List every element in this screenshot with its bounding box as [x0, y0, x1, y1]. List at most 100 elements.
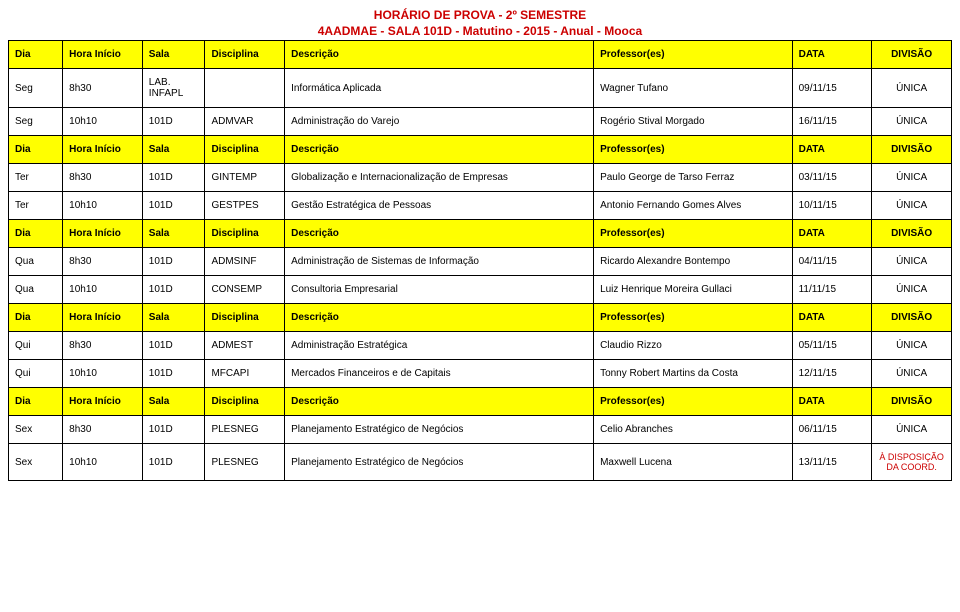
cell-desc: Globalização e Internacionalização de Em… — [285, 164, 594, 192]
cell-sala: LAB. INFAPL — [142, 69, 205, 108]
header-desc: Descrição — [285, 304, 594, 332]
cell-hora: 10h10 — [63, 108, 143, 136]
cell-hora: 10h10 — [63, 360, 143, 388]
header-data: DATA — [792, 220, 872, 248]
cell-hora: 10h10 — [63, 444, 143, 481]
header-hora: Hora Início — [63, 388, 143, 416]
header-desc: Descrição — [285, 136, 594, 164]
cell-sala: 101D — [142, 332, 205, 360]
cell-dia: Qua — [9, 276, 63, 304]
cell-data: 09/11/15 — [792, 69, 872, 108]
cell-disc: ADMSINF — [205, 248, 285, 276]
header-hora: Hora Início — [63, 220, 143, 248]
header-dia: Dia — [9, 388, 63, 416]
header-disc: Disciplina — [205, 304, 285, 332]
cell-dia: Ter — [9, 192, 63, 220]
header-desc: Descrição — [285, 41, 594, 69]
cell-divisao: ÚNICA — [872, 332, 952, 360]
header-prof: Professor(es) — [594, 220, 793, 248]
cell-sala: 101D — [142, 192, 205, 220]
cell-desc: Gestão Estratégica de Pessoas — [285, 192, 594, 220]
page-title-line2: 4AADMAE - SALA 101D - Matutino - 2015 - … — [8, 24, 952, 38]
cell-desc: Planejamento Estratégico de Negócios — [285, 416, 594, 444]
cell-dia: Sex — [9, 416, 63, 444]
cell-data: 10/11/15 — [792, 192, 872, 220]
cell-data: 13/11/15 — [792, 444, 872, 481]
cell-sala: 101D — [142, 416, 205, 444]
header-sala: Sala — [142, 220, 205, 248]
cell-hora: 10h10 — [63, 192, 143, 220]
cell-data: 16/11/15 — [792, 108, 872, 136]
cell-data: 05/11/15 — [792, 332, 872, 360]
cell-divisao: ÚNICA — [872, 69, 952, 108]
cell-disc: PLESNEG — [205, 444, 285, 481]
header-disc: Disciplina — [205, 41, 285, 69]
cell-desc: Consultoria Empresarial — [285, 276, 594, 304]
cell-desc: Informática Aplicada — [285, 69, 594, 108]
header-desc: Descrição — [285, 220, 594, 248]
header-prof: Professor(es) — [594, 41, 793, 69]
cell-divisao: ÚNICA — [872, 276, 952, 304]
cell-divisao: ÚNICA — [872, 108, 952, 136]
header-prof: Professor(es) — [594, 304, 793, 332]
table-header-row: DiaHora InícioSalaDisciplinaDescriçãoPro… — [9, 388, 952, 416]
table-header-row: DiaHora InícioSalaDisciplinaDescriçãoPro… — [9, 220, 952, 248]
table-row: Qui10h10101DMFCAPIMercados Financeiros e… — [9, 360, 952, 388]
cell-divisao: ÚNICA — [872, 192, 952, 220]
cell-disc: CONSEMP — [205, 276, 285, 304]
cell-divisao: ÚNICA — [872, 164, 952, 192]
header-prof: Professor(es) — [594, 388, 793, 416]
cell-desc: Administração de Sistemas de Informação — [285, 248, 594, 276]
cell-dia: Seg — [9, 108, 63, 136]
cell-disc: MFCAPI — [205, 360, 285, 388]
cell-desc: Administração do Varejo — [285, 108, 594, 136]
table-row: Seg8h30LAB. INFAPL Informática AplicadaWa… — [9, 69, 952, 108]
cell-sala: 101D — [142, 276, 205, 304]
cell-data: 12/11/15 — [792, 360, 872, 388]
header-data: DATA — [792, 41, 872, 69]
cell-prof: Luiz Henrique Moreira Gullaci — [594, 276, 793, 304]
header-hora: Hora Início — [63, 136, 143, 164]
header-divisao: DIVISÃO — [872, 304, 952, 332]
cell-divisao: À DISPOSIÇÃO DA COORD. — [872, 444, 952, 481]
cell-prof: Wagner Tufano — [594, 69, 793, 108]
cell-sala: 101D — [142, 444, 205, 481]
table-row: Sex8h30101DPLESNEGPlanejamento Estratégi… — [9, 416, 952, 444]
header-sala: Sala — [142, 304, 205, 332]
cell-prof: Maxwell Lucena — [594, 444, 793, 481]
table-row: Sex10h10101DPLESNEGPlanejamento Estratég… — [9, 444, 952, 481]
table-header-row: DiaHora InícioSalaDisciplinaDescriçãoPro… — [9, 41, 952, 69]
schedule-table: DiaHora InícioSalaDisciplinaDescriçãoPro… — [8, 40, 952, 481]
header-hora: Hora Início — [63, 41, 143, 69]
header-disc: Disciplina — [205, 136, 285, 164]
header-divisao: DIVISÃO — [872, 220, 952, 248]
header-divisao: DIVISÃO — [872, 136, 952, 164]
cell-hora: 8h30 — [63, 416, 143, 444]
cell-data: 06/11/15 — [792, 416, 872, 444]
header-dia: Dia — [9, 41, 63, 69]
header-prof: Professor(es) — [594, 136, 793, 164]
header-data: DATA — [792, 136, 872, 164]
cell-sala: 101D — [142, 108, 205, 136]
table-header-row: DiaHora InícioSalaDisciplinaDescriçãoPro… — [9, 304, 952, 332]
cell-dia: Qui — [9, 332, 63, 360]
cell-hora: 8h30 — [63, 248, 143, 276]
cell-prof: Ricardo Alexandre Bontempo — [594, 248, 793, 276]
cell-dia: Seg — [9, 69, 63, 108]
cell-dia: Qua — [9, 248, 63, 276]
cell-sala: 101D — [142, 164, 205, 192]
header-data: DATA — [792, 388, 872, 416]
cell-disc — [205, 69, 285, 108]
cell-prof: Rogério Stival Morgado — [594, 108, 793, 136]
header-sala: Sala — [142, 388, 205, 416]
header-sala: Sala — [142, 41, 205, 69]
cell-hora: 8h30 — [63, 332, 143, 360]
cell-hora: 8h30 — [63, 69, 143, 108]
table-row: Qui8h30101DADMESTAdministração Estratégi… — [9, 332, 952, 360]
table-row: Qua10h10101DCONSEMPConsultoria Empresari… — [9, 276, 952, 304]
table-row: Qua8h30101DADMSINFAdministração de Siste… — [9, 248, 952, 276]
header-divisao: DIVISÃO — [872, 388, 952, 416]
cell-data: 04/11/15 — [792, 248, 872, 276]
header-divisao: DIVISÃO — [872, 41, 952, 69]
header-dia: Dia — [9, 220, 63, 248]
